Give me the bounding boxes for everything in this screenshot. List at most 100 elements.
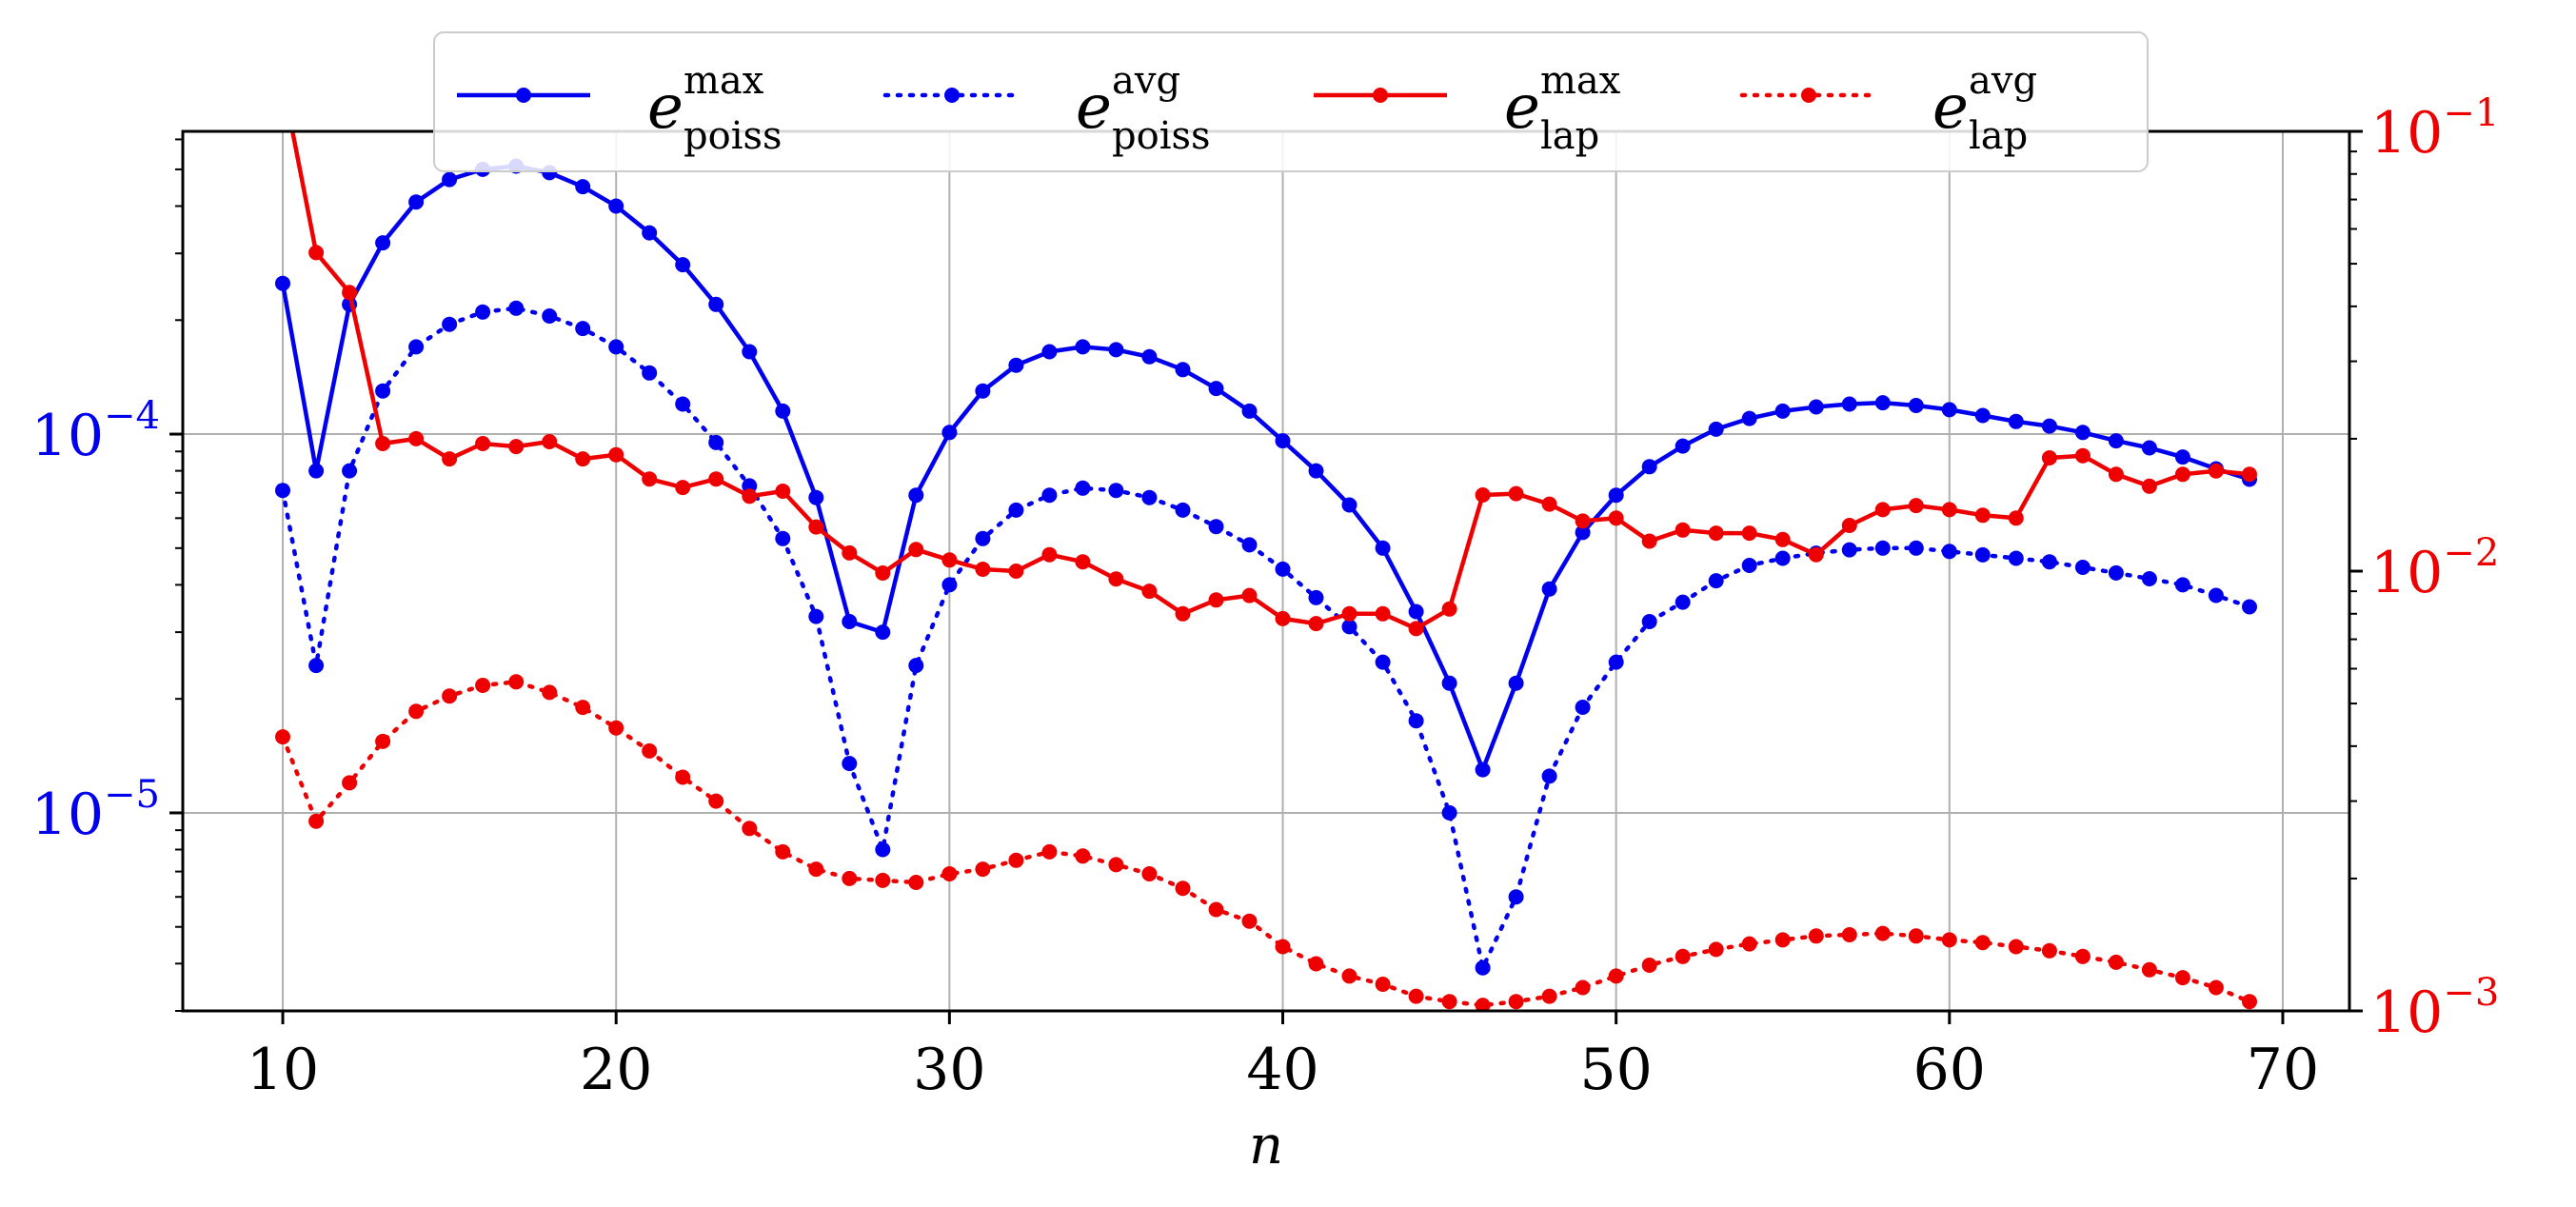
y-left-tick-label: 10−4 (31, 394, 160, 469)
data-point (1408, 988, 1424, 1004)
y-left-tick-label: 10−5 (31, 773, 160, 848)
data-point (575, 700, 591, 716)
svg-text:max: max (1540, 59, 1621, 103)
data-point (1275, 610, 1291, 626)
data-point (1808, 928, 1824, 944)
series-1 (275, 158, 2257, 778)
data-point (1141, 866, 1158, 881)
data-point (342, 463, 358, 479)
data-point (1575, 513, 1591, 529)
data-point (642, 225, 658, 241)
data-point (1608, 487, 1624, 504)
data-point (542, 308, 558, 324)
data-point (1041, 843, 1058, 860)
data-point (308, 658, 325, 674)
data-point (642, 471, 658, 487)
data-point (1708, 573, 1724, 589)
data-point (1241, 403, 1258, 419)
data-point (1575, 700, 1591, 715)
data-point (1874, 395, 1891, 411)
data-point (1208, 592, 1224, 608)
series-4 (275, 674, 2257, 1011)
data-point (975, 383, 991, 399)
data-point (908, 542, 924, 558)
y-right-tick-label: 10−1 (2370, 91, 2499, 167)
data-point (708, 434, 724, 450)
data-point (808, 519, 824, 535)
data-point (742, 821, 758, 837)
data-point (608, 446, 624, 463)
data-point (1108, 857, 1124, 873)
data-point (408, 430, 425, 446)
series-3 (275, 73, 2257, 637)
data-point (2141, 440, 2157, 456)
y-right-tick-label: 10−2 (2370, 531, 2499, 606)
data-point (1541, 768, 1557, 784)
x-axis-label: n (1249, 1115, 1283, 1177)
data-point (1008, 564, 1024, 579)
data-point (1108, 342, 1124, 358)
data-point (575, 451, 591, 467)
svg-text:e: e (647, 72, 684, 143)
data-point (1841, 542, 1857, 558)
data-point (875, 841, 891, 858)
data-point (1108, 571, 1124, 587)
data-point (2242, 466, 2257, 483)
data-point (1408, 621, 1424, 637)
legend-swatch (1739, 88, 1878, 103)
data-point (275, 275, 290, 291)
data-point (1141, 584, 1158, 600)
data-point (1441, 601, 1457, 617)
data-point (2208, 587, 2224, 604)
data-point (1175, 881, 1191, 897)
data-point (1308, 589, 1324, 605)
data-point (1141, 348, 1158, 365)
data-point (742, 344, 758, 360)
data-point (875, 624, 891, 641)
legend-swatch (457, 88, 590, 103)
data-point (1808, 399, 1824, 415)
x-tick-label: 50 (1579, 1037, 1652, 1103)
data-point (1874, 540, 1891, 556)
data-point (608, 339, 624, 355)
data-point (1641, 614, 1657, 629)
data-point (775, 484, 791, 499)
data-point (1308, 956, 1324, 972)
data-point (908, 487, 924, 504)
data-point (675, 257, 691, 273)
data-point (1841, 518, 1857, 533)
data-point (1375, 977, 1391, 992)
data-point (908, 658, 924, 674)
x-tick-label: 60 (1913, 1037, 1986, 1103)
data-point (2208, 463, 2224, 479)
data-point (275, 73, 290, 89)
data-point (1175, 605, 1191, 622)
data-point (1774, 403, 1791, 419)
data-point (275, 729, 290, 745)
data-point (2141, 961, 2157, 978)
data-point (1475, 960, 1491, 976)
svg-text:avg: avg (1112, 59, 1180, 103)
data-point (1408, 604, 1424, 620)
data-point (342, 775, 358, 791)
data-point (941, 866, 958, 881)
data-point (1608, 654, 1624, 670)
data-point (2242, 994, 2257, 1010)
data-point (1575, 979, 1591, 996)
data-point (775, 403, 791, 419)
data-point (1275, 939, 1291, 955)
data-point (1008, 357, 1024, 373)
data-point (1075, 480, 1091, 496)
data-point (842, 614, 858, 629)
axes: 10 20 30 40 50 60 70 10−5 10−4 10−3 10−2 10−1 (31, 91, 2500, 1103)
x-tick-label: 40 (1246, 1037, 1318, 1103)
data-point (1341, 497, 1357, 513)
data-point (1508, 889, 1524, 905)
data-point (1041, 344, 1058, 360)
data-point (1908, 540, 1924, 556)
legend-swatch (1314, 88, 1447, 103)
data-point (342, 285, 358, 301)
data-point (1208, 901, 1224, 918)
data-point (442, 451, 458, 467)
